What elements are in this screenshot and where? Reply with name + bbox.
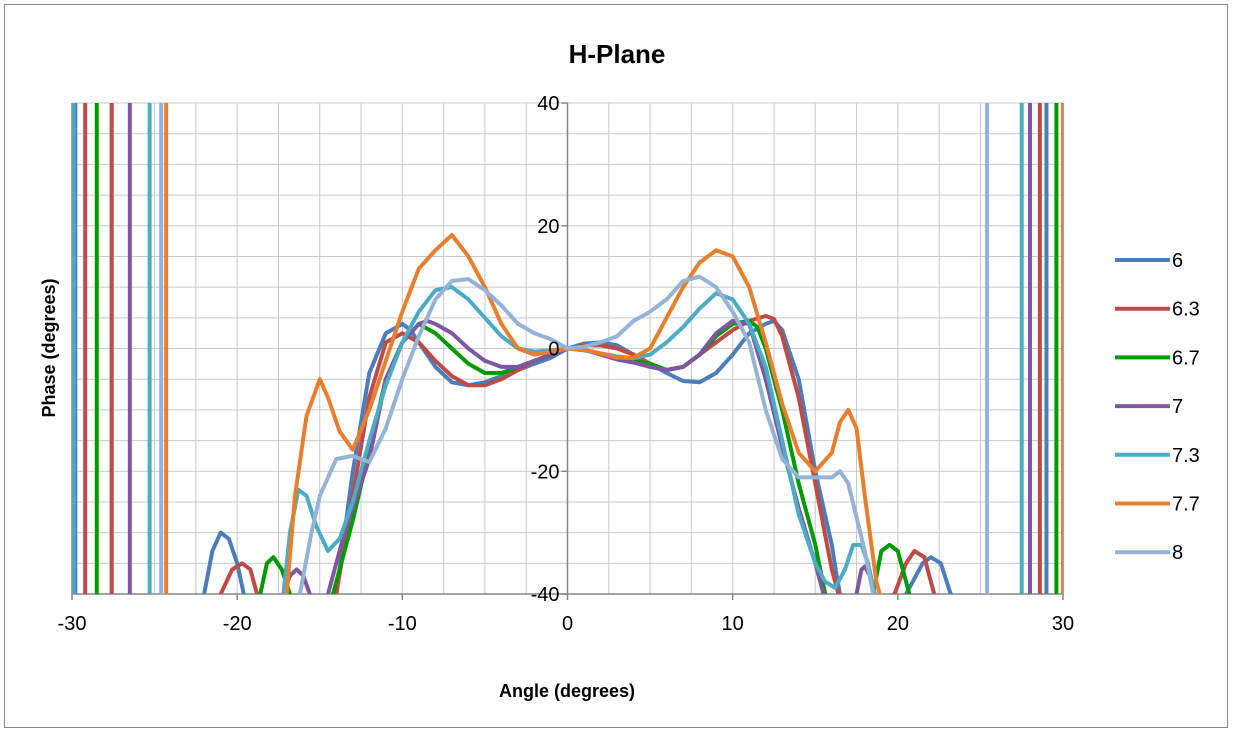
chart-title: H-Plane [569, 39, 666, 69]
legend-item-6.3: 6.3 [1115, 299, 1200, 321]
legend-label: 7.7 [1172, 494, 1200, 516]
legend-label: 7 [1172, 396, 1183, 418]
y-tick-label: 0 [548, 339, 559, 361]
legend-label: 8 [1172, 542, 1183, 564]
x-tick-label: 20 [887, 613, 909, 635]
legend-label: 7.3 [1172, 445, 1200, 467]
series-line [284, 233, 882, 594]
x-tick-label: 0 [562, 613, 573, 635]
series-line [218, 561, 259, 594]
legend-item-7: 7 [1115, 396, 1183, 418]
series-line [871, 542, 912, 594]
series-line [334, 314, 841, 594]
series-6.3 [83, 103, 1042, 594]
legend-label: 6 [1172, 250, 1183, 272]
legend-item-7.3: 7.3 [1115, 445, 1200, 467]
legend-label: 6.7 [1172, 347, 1200, 369]
x-axis-title: Angle (degrees) [499, 681, 635, 701]
series-group [72, 103, 1063, 594]
y-tick-label: -20 [531, 461, 560, 483]
x-tick-label: -20 [223, 613, 252, 635]
x-tick-label: -30 [58, 613, 87, 635]
tick-labels: -30 -20 -10 0 10 20 30 -40 -20 0 20 40 [58, 93, 1075, 635]
y-tick-label: 40 [537, 93, 559, 115]
axes [71, 102, 1064, 600]
legend-label: 6.3 [1172, 299, 1200, 321]
series-8 [159, 103, 990, 594]
legend-item-8: 8 [1115, 542, 1183, 564]
series-line [202, 530, 246, 594]
series-7.7 [164, 103, 1063, 594]
legend-item-6.7: 6.7 [1115, 347, 1200, 369]
y-tick-label: 20 [537, 216, 559, 238]
x-tick-label: 30 [1052, 613, 1074, 635]
y-tick-label: -40 [531, 584, 560, 606]
series-line [904, 555, 953, 594]
series-line [297, 274, 876, 594]
legend-item-7.7: 7.7 [1115, 494, 1200, 516]
y-axis-title: Phase (degrees) [39, 278, 59, 417]
x-tick-label: 10 [722, 613, 744, 635]
legend-item-6: 6 [1115, 250, 1183, 272]
x-tick-label: -10 [388, 613, 417, 635]
chart-frame [4, 4, 1228, 728]
legend: 6 6.3 6.7 7 7.3 7.7 8 [1115, 250, 1200, 564]
